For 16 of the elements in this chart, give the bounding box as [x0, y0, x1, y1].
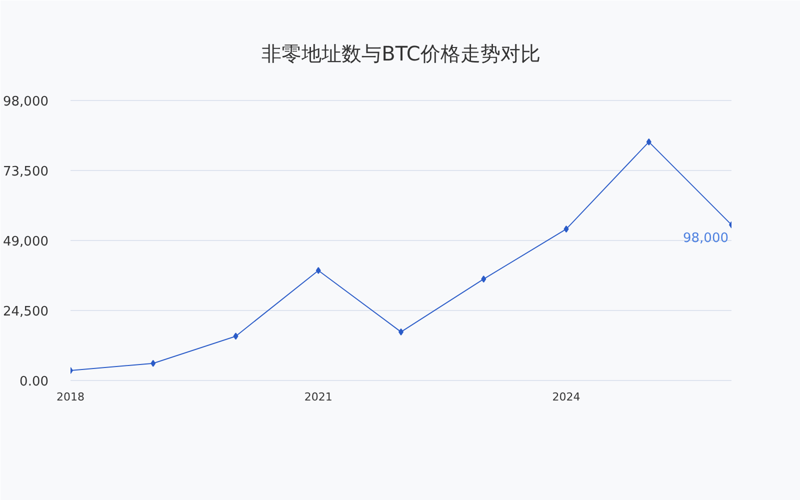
- y-tick-label: 73,500: [3, 164, 49, 180]
- y-tick-label: 24,500: [3, 304, 49, 320]
- x-tick-label: 2021: [304, 390, 332, 404]
- annotation: 98,000: [683, 230, 729, 246]
- point: [646, 138, 652, 146]
- y-tick-label: 98,000: [3, 94, 49, 110]
- point: [233, 332, 238, 340]
- x-tick-label: 2018: [56, 390, 85, 404]
- y-tick-label: 49,000: [3, 234, 49, 250]
- x-tick-label: 2024: [552, 390, 580, 404]
- point: [481, 276, 486, 283]
- point: [150, 360, 156, 367]
- point: [564, 226, 569, 233]
- y-tick-label: 0.00: [20, 374, 49, 390]
- chart-title: 非零地址数与BTC价格走势对比: [262, 42, 540, 66]
- point: [316, 267, 321, 274]
